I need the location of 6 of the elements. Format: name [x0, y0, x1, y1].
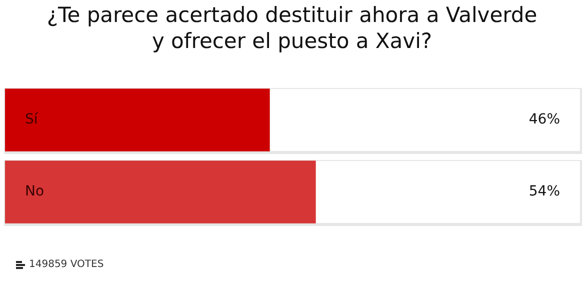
data-label: 46%: [528, 112, 560, 128]
text: 149859 VOTES: [29, 259, 104, 270]
y-tick-label: No: [25, 184, 44, 200]
chart-title: ¿Te parece acertado destituir ahora a Valverde y ofrecer el puesto a Xavi?: [46, 2, 538, 54]
data-label: 54%: [528, 184, 560, 200]
y-tick-label: Sí: [25, 112, 39, 128]
